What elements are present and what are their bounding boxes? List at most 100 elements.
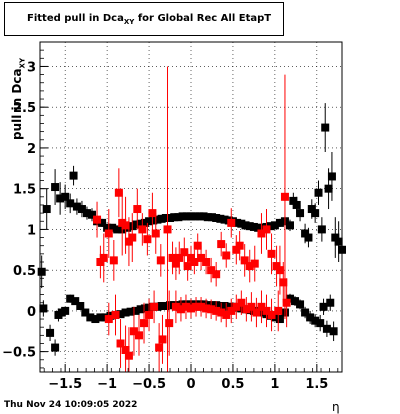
data-point xyxy=(319,302,328,311)
data-point xyxy=(212,306,221,315)
data-point xyxy=(171,302,180,311)
data-point xyxy=(275,315,284,324)
data-point xyxy=(136,219,145,228)
data-point xyxy=(157,302,166,310)
data-point xyxy=(232,302,241,311)
data-point xyxy=(326,298,335,307)
data-point xyxy=(151,229,160,238)
data-point xyxy=(166,214,175,222)
data-point xyxy=(140,319,149,328)
data-point xyxy=(296,209,305,218)
data-point xyxy=(258,308,267,317)
data-point xyxy=(178,212,187,221)
data-point xyxy=(207,213,216,222)
x-tick-label: −1.5 xyxy=(48,377,82,392)
data-point xyxy=(42,205,51,214)
data-point xyxy=(227,306,236,315)
data-point xyxy=(262,225,271,234)
data-point xyxy=(331,233,340,242)
data-point xyxy=(216,214,225,223)
data-point xyxy=(233,218,242,227)
data-point xyxy=(66,199,75,208)
data-point xyxy=(247,302,256,311)
data-point xyxy=(131,306,140,315)
data-point xyxy=(181,302,190,311)
data-point xyxy=(39,304,48,313)
data-point xyxy=(272,262,281,271)
data-point xyxy=(157,214,166,223)
data-point xyxy=(134,331,143,340)
data-point xyxy=(108,223,117,232)
data-point xyxy=(76,302,85,310)
data-point xyxy=(128,233,137,242)
data-point xyxy=(311,209,320,218)
data-point xyxy=(241,221,250,230)
data-point xyxy=(274,306,283,315)
data-point xyxy=(77,205,86,214)
data-point xyxy=(191,212,200,221)
data-point xyxy=(82,209,91,218)
data-point xyxy=(212,270,221,279)
data-point xyxy=(104,315,113,324)
data-point xyxy=(37,267,46,276)
data-point xyxy=(217,308,226,317)
y-tick-label: 2.5 xyxy=(13,101,36,116)
data-point xyxy=(222,251,231,260)
data-point xyxy=(317,225,326,234)
data-point xyxy=(321,123,330,132)
data-point xyxy=(174,213,183,222)
data-point xyxy=(96,258,105,266)
data-point xyxy=(187,304,195,313)
data-point xyxy=(88,210,97,219)
data-point xyxy=(267,249,276,258)
data-point xyxy=(72,202,81,211)
data-point xyxy=(202,258,211,266)
data-point xyxy=(158,335,167,344)
data-point xyxy=(129,327,138,336)
chart-title-box: Fitted pull in DcaXY for Global Rec All … xyxy=(4,2,284,36)
data-point xyxy=(190,258,199,266)
data-point xyxy=(140,304,149,313)
data-point xyxy=(275,218,284,227)
data-point xyxy=(224,302,233,311)
data-point xyxy=(232,245,241,254)
data-point xyxy=(121,308,130,317)
data-point xyxy=(314,188,323,197)
data-point xyxy=(207,301,216,310)
data-point xyxy=(292,200,301,209)
data-point xyxy=(71,297,80,306)
data-point xyxy=(202,304,211,313)
data-point xyxy=(114,188,123,197)
data-point xyxy=(285,221,294,230)
y-tick-label: 1.5 xyxy=(13,183,36,198)
data-point xyxy=(197,302,206,311)
data-point xyxy=(149,216,158,225)
data-point xyxy=(235,241,244,250)
data-point xyxy=(66,294,75,303)
data-point xyxy=(180,248,189,257)
data-point xyxy=(99,253,108,262)
data-point xyxy=(296,300,305,309)
data-point xyxy=(327,172,336,181)
data-point xyxy=(199,212,208,221)
data-point xyxy=(195,212,204,221)
data-point xyxy=(96,313,105,322)
y-tick-label: 0.5 xyxy=(13,264,36,279)
x-tick-label: 1.5 xyxy=(305,377,328,392)
data-point xyxy=(113,225,122,234)
y-tick-label: −0.5 xyxy=(2,346,36,361)
data-point xyxy=(132,220,141,229)
data-point xyxy=(111,310,120,319)
data-point xyxy=(161,214,170,222)
x-tick-label: −0.5 xyxy=(132,377,166,392)
data-point xyxy=(145,217,154,226)
data-point xyxy=(267,310,276,319)
data-point xyxy=(104,229,113,238)
data-point xyxy=(289,196,298,205)
data-point xyxy=(240,256,249,265)
data-point xyxy=(143,235,152,244)
data-point xyxy=(153,215,162,224)
data-point xyxy=(182,212,191,221)
data-point xyxy=(116,339,125,348)
